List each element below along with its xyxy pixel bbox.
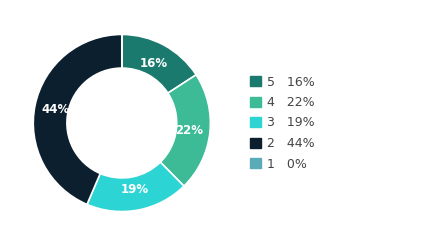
Text: 22%: 22% <box>175 124 203 137</box>
Legend: 5   16%, 4   22%, 3   19%, 2   44%, 1   0%: 5 16%, 4 22%, 3 19%, 2 44%, 1 0% <box>250 76 315 170</box>
Wedge shape <box>33 34 122 204</box>
Wedge shape <box>122 34 196 93</box>
Wedge shape <box>87 162 184 212</box>
Text: 16%: 16% <box>140 57 168 70</box>
Text: 44%: 44% <box>42 103 70 116</box>
Wedge shape <box>160 75 210 186</box>
Text: 19%: 19% <box>120 183 148 196</box>
